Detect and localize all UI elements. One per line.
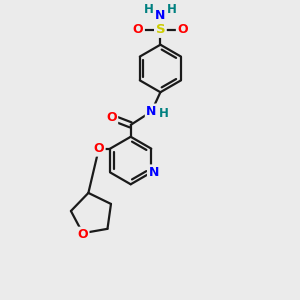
Text: S: S: [156, 23, 165, 36]
Text: H: H: [159, 106, 169, 119]
Text: O: O: [77, 228, 88, 241]
Text: H: H: [167, 3, 177, 16]
Text: O: O: [94, 142, 104, 155]
Text: N: N: [146, 105, 157, 118]
Text: O: O: [106, 111, 117, 124]
Text: O: O: [133, 23, 143, 36]
Text: O: O: [177, 23, 188, 36]
Text: N: N: [155, 8, 166, 22]
Text: N: N: [148, 166, 159, 179]
Text: H: H: [144, 3, 154, 16]
